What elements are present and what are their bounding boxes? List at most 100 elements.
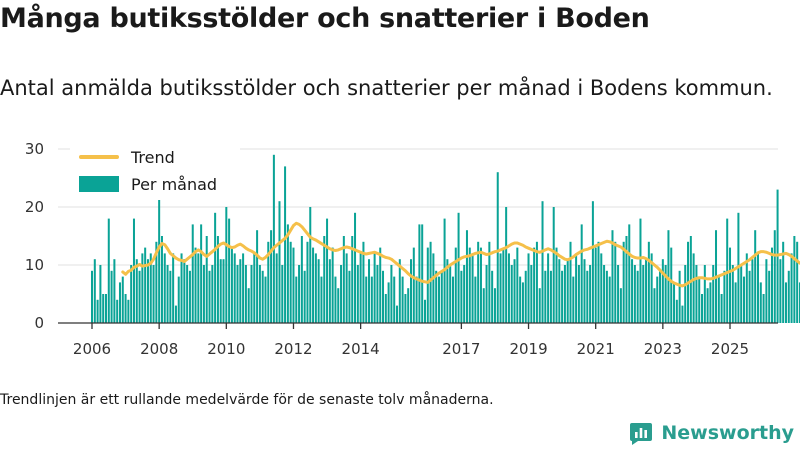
bar-per-manad [261,270,264,323]
newsworthy-logo-text: Newsworthy [661,422,794,444]
bar-per-manad [636,270,639,323]
bar-per-manad [608,276,611,323]
bar-per-manad [583,259,586,323]
bar-per-manad [345,253,348,323]
bar-per-manad [99,265,102,323]
bar-per-manad [295,276,298,323]
bar-per-manad [275,253,278,323]
bar-per-manad [457,212,460,323]
bar-per-manad [421,224,424,323]
bar-per-manad [177,276,180,323]
bar-per-manad [230,247,233,323]
bar-per-manad [163,253,166,323]
bar-per-manad [460,270,463,323]
bar-per-manad [423,299,426,323]
bar-per-manad [110,270,113,323]
bar-per-manad [675,299,678,323]
bar-per-manad [762,294,765,323]
bar-per-manad [146,259,149,323]
bar-per-manad [717,276,720,323]
bar-per-manad [384,294,387,323]
bar-per-manad [661,259,664,323]
bar-per-manad [205,236,208,323]
bar-per-manad [174,305,177,323]
bar-per-manad [597,241,600,323]
bar-per-manad [712,265,715,323]
bar-per-manad [552,207,555,323]
bar-per-manad [247,288,250,323]
bar-per-manad [404,294,407,323]
bar-per-manad [754,230,757,323]
bar-per-manad [130,265,133,323]
bar-per-manad [396,305,399,323]
bar-per-manad [603,265,606,323]
bar-per-manad [499,253,502,323]
x-tick-label: 2019 [509,340,547,358]
bar-per-manad [300,236,303,323]
bar-per-manad [326,218,329,323]
bar-per-manad [239,259,242,323]
bar-per-manad [373,253,376,323]
bar-per-manad [401,276,404,323]
bar-per-manad [605,270,608,323]
bar-per-manad [356,265,359,323]
bar-per-manad [591,201,594,323]
bar-per-manad [477,241,480,323]
bar-per-manad [673,282,676,323]
bar-per-manad [765,259,768,323]
bar-per-manad [186,265,189,323]
bar-per-manad [768,270,771,323]
bar-per-manad [415,276,418,323]
bar-per-manad [284,166,287,323]
bar-per-manad [647,241,650,323]
x-tick-label: 2014 [342,340,380,358]
bar-per-manad [191,224,194,323]
bar-per-manad [244,265,247,323]
bar-per-manad [216,236,219,323]
bar-per-manad [298,265,301,323]
bar-per-manad [228,218,231,323]
bar-per-manad [102,294,105,323]
bar-per-manad [756,253,759,323]
bar-per-manad [222,259,225,323]
x-tick-label: 2025 [711,340,749,358]
legend: Trend Per månad [70,144,240,200]
bar-per-manad [197,253,200,323]
bar-per-manad [631,259,634,323]
bar-per-manad [496,172,499,323]
bar-per-manad [236,265,239,323]
chart-canvas: 0 10 20 30 2006 2008 2010 2012 2014 2017 2019 2021… [25,140,800,358]
bar-per-manad [172,253,175,323]
bar-per-manad [211,265,214,323]
bar-per-manad [614,241,617,323]
bar-per-manad [535,241,538,323]
bar-per-manad [555,247,558,323]
bar-per-manad [233,253,236,323]
bar-per-manad [449,265,452,323]
bar-per-manad [208,270,211,323]
bar-per-manad [152,265,155,323]
bar-per-manad [342,236,345,323]
bar-per-manad [516,247,519,323]
bar-per-manad [393,276,396,323]
newsworthy-logo[interactable]: Newsworthy [629,419,794,447]
bar-per-manad [586,270,589,323]
bar-per-manad [465,230,468,323]
trend-line-group [121,221,800,288]
bar-per-manad [463,265,466,323]
bar-per-manad [482,288,485,323]
chart-subtitle: Antal anmälda butiksstölder och snatteri… [0,76,773,100]
bar-per-manad [575,253,578,323]
bar-per-manad [471,253,474,323]
bar-per-manad [684,265,687,323]
bar-per-manad [323,236,326,323]
bar-per-manad [429,241,432,323]
bar-per-manad [639,218,642,323]
x-axis-labels: 2006 2008 2010 2012 2014 2017 2019 2021 2023 2025 [73,340,749,358]
bar-per-manad [306,241,309,323]
bar-per-manad [242,253,245,323]
bar-per-manad [653,288,656,323]
bar-per-manad [723,270,726,323]
bar-per-manad [784,282,787,323]
bar-per-manad [701,294,704,323]
